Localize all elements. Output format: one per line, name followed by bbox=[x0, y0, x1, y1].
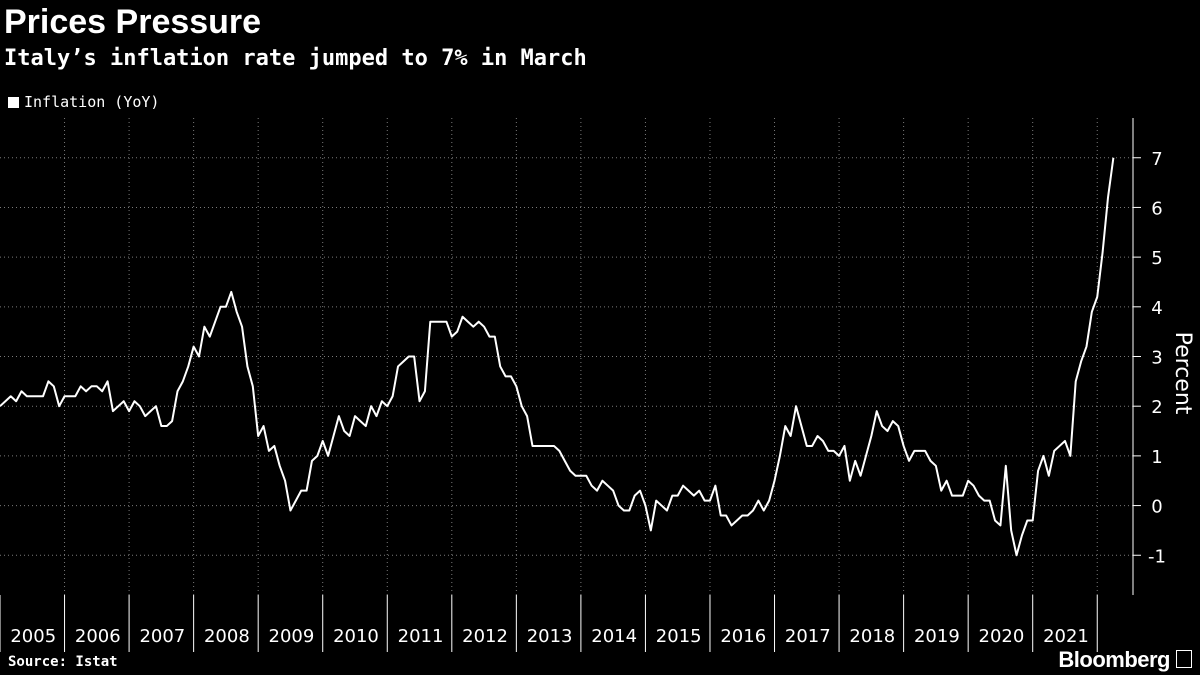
x-tick-label: 2014 bbox=[591, 626, 637, 647]
x-tick-label: 2009 bbox=[269, 626, 315, 647]
chart-subtitle: Italy’s inflation rate jumped to 7% in M… bbox=[4, 46, 587, 71]
x-tick-label: 2019 bbox=[914, 626, 960, 647]
x-tick-label: 2007 bbox=[139, 626, 185, 647]
y-tick-label: 4 bbox=[1151, 298, 1162, 319]
x-tick-label: 2005 bbox=[10, 626, 56, 647]
legend: Inflation (YoY) bbox=[8, 92, 159, 112]
y-tick-label: 7 bbox=[1151, 149, 1162, 170]
y-axis-label: Percent bbox=[1170, 332, 1195, 415]
series-line-inflation bbox=[0, 157, 1115, 557]
y-tick-label: 2 bbox=[1151, 397, 1162, 418]
x-tick-label: 2010 bbox=[333, 626, 379, 647]
y-tick-label: 0 bbox=[1151, 497, 1162, 518]
y-tick-label: 3 bbox=[1151, 348, 1162, 369]
bloomberg-terminal-icon bbox=[1176, 650, 1192, 668]
grid bbox=[0, 118, 1133, 595]
x-tick-label: 2017 bbox=[785, 626, 831, 647]
x-tick-label: 2011 bbox=[398, 626, 444, 647]
x-tick-label: 2006 bbox=[75, 626, 121, 647]
x-tick-label: 2018 bbox=[849, 626, 895, 647]
x-tick-label: 2021 bbox=[1043, 626, 1089, 647]
x-tick-label: 2016 bbox=[720, 626, 766, 647]
legend-label: Inflation (YoY) bbox=[24, 93, 160, 111]
x-tick-label: 2008 bbox=[204, 626, 250, 647]
chart-title: Prices Pressure bbox=[4, 3, 262, 41]
y-tick-label: -1 bbox=[1148, 546, 1166, 567]
y-tick-label: 6 bbox=[1151, 198, 1162, 219]
x-tick-label: 2012 bbox=[462, 626, 508, 647]
x-tick-label: 2013 bbox=[527, 626, 573, 647]
x-tick-label: 2020 bbox=[979, 626, 1025, 647]
axes: -1 0 1 2 3 4 5 6 7 2005 2006 2007 2008 2009 2010 2011 20… bbox=[0, 118, 1166, 652]
y-tick-label: 1 bbox=[1151, 447, 1162, 468]
source-note: Source: Istat bbox=[8, 654, 118, 670]
brand-logo: Bloomberg bbox=[1058, 647, 1170, 672]
legend-swatch bbox=[8, 96, 19, 108]
series-group bbox=[0, 157, 1115, 557]
y-tick-label: 5 bbox=[1151, 248, 1162, 269]
x-tick-label: 2015 bbox=[656, 626, 702, 647]
